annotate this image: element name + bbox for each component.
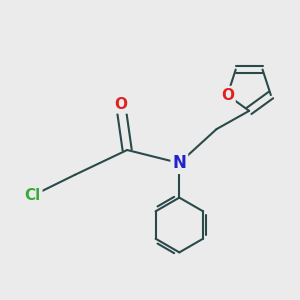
Text: O: O	[221, 88, 234, 103]
Text: N: N	[172, 154, 186, 172]
Text: O: O	[114, 97, 127, 112]
Text: Cl: Cl	[25, 188, 41, 203]
